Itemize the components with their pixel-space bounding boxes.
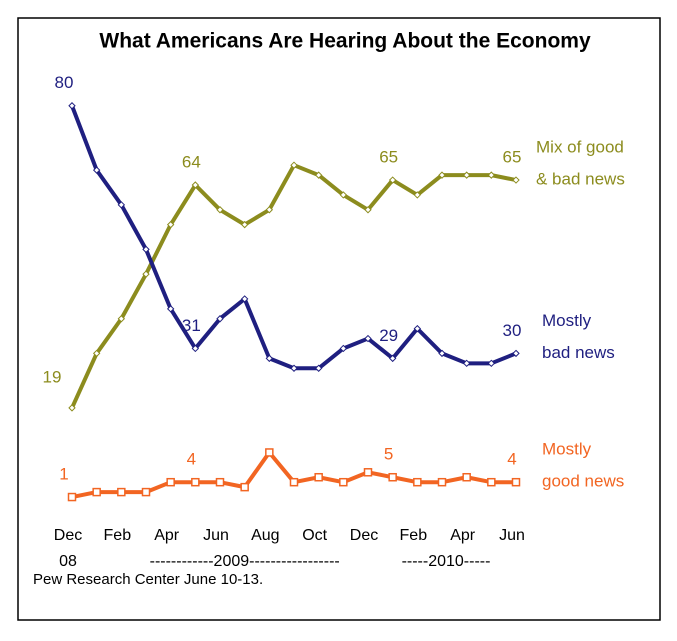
marker (413, 477, 422, 487)
x-tick-label: Dec (54, 527, 82, 544)
legend-label: Mostly (542, 311, 592, 330)
marker (216, 206, 224, 214)
marker (388, 472, 397, 482)
marker (438, 171, 446, 179)
marker (314, 364, 323, 372)
marker (68, 404, 76, 412)
marker (240, 295, 249, 303)
legend-label: Mix of good (536, 138, 624, 157)
marker (487, 477, 496, 487)
value-label: 31 (182, 316, 201, 335)
value-label: 19 (43, 367, 62, 386)
marker (462, 359, 471, 368)
marker (67, 492, 77, 502)
marker (191, 477, 200, 487)
marker (339, 191, 348, 199)
marker (388, 354, 397, 363)
marker (265, 206, 274, 214)
value-label: 80 (55, 73, 74, 92)
marker (117, 201, 126, 209)
marker (117, 487, 126, 497)
value-label: 64 (182, 152, 201, 171)
marker (339, 344, 348, 353)
x-tick-label: Dec (350, 527, 378, 544)
marker (314, 171, 323, 179)
marker (117, 315, 126, 323)
marker (363, 468, 373, 477)
marker (314, 472, 323, 482)
marker (290, 364, 298, 372)
legend-label: Mostly (542, 440, 592, 459)
value-label: 1 (59, 465, 68, 484)
legend-label: good news (542, 472, 624, 491)
value-label: 65 (379, 148, 398, 167)
marker (265, 354, 274, 363)
x-tick-label: Feb (104, 527, 132, 544)
legend-label: bad news (542, 343, 615, 362)
marker (413, 324, 422, 333)
marker (462, 171, 471, 179)
marker (438, 349, 446, 358)
value-label: 30 (503, 321, 522, 340)
value-label: 4 (507, 450, 516, 469)
marker (364, 334, 372, 343)
marker (339, 477, 348, 487)
legend-label: & bad news (536, 170, 625, 189)
value-label: 5 (384, 445, 393, 464)
x-tick-label: Aug (251, 527, 279, 544)
value-label: 65 (503, 148, 522, 167)
year-label: -----2010----- (402, 553, 491, 570)
value-label: 29 (379, 326, 398, 345)
marker (388, 176, 397, 184)
x-tick-label: Oct (302, 527, 327, 544)
marker (265, 448, 274, 457)
year-label: ------------2009----------------- (150, 553, 340, 570)
marker (512, 349, 520, 358)
marker (166, 220, 175, 229)
marker (512, 176, 520, 184)
marker (240, 482, 249, 492)
marker (92, 487, 101, 497)
x-tick-label: Apr (450, 527, 476, 544)
marker (240, 220, 249, 229)
marker (68, 102, 76, 110)
marker (215, 477, 225, 487)
value-label: 4 (187, 450, 196, 469)
marker (462, 472, 471, 482)
marker (92, 166, 101, 174)
marker (511, 477, 521, 487)
marker (166, 477, 175, 487)
marker (166, 305, 175, 313)
marker (191, 344, 200, 353)
marker (191, 181, 200, 189)
marker (92, 349, 101, 358)
marker (487, 171, 496, 179)
chart-title: What Americans Are Hearing About the Eco… (99, 30, 591, 53)
marker (487, 359, 496, 368)
marker (142, 270, 150, 278)
marker (364, 206, 372, 214)
source: Pew Research Center June 10-13. (33, 571, 263, 588)
marker (289, 477, 299, 487)
marker (413, 191, 422, 199)
frame (17, 17, 661, 621)
marker (290, 161, 298, 169)
x-tick-label: Feb (400, 527, 428, 544)
x-tick-label: Jun (203, 527, 229, 544)
marker (437, 477, 447, 487)
year-label: 08 (59, 553, 77, 570)
x-tick-label: Apr (154, 527, 180, 544)
marker (216, 315, 224, 323)
marker (142, 245, 150, 254)
x-tick-label: Jun (499, 527, 525, 544)
marker (141, 487, 151, 497)
